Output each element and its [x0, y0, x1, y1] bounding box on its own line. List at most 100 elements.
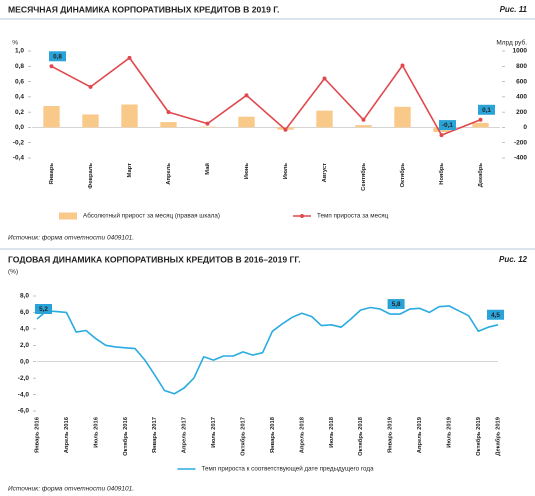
y-tick-label: 6,0 [20, 309, 29, 316]
x-tick-label: Декабрь [477, 163, 484, 188]
line-marker [166, 110, 171, 115]
y-tick-label: -4,0 [18, 391, 30, 398]
chart-title: МЕСЯЧНАЯ ДИНАМИКА КОРПОРАТИВНЫХ КРЕДИТОВ… [8, 4, 279, 14]
x-tick-label: Февраль [88, 163, 94, 189]
y-tick-label: -6,0 [18, 408, 30, 415]
value-label-box [487, 309, 504, 320]
line [36, 305, 499, 395]
y-tick-label: 8,0 [20, 293, 29, 300]
y2-tick-label: 800 [516, 63, 527, 70]
bar [238, 116, 255, 128]
x-tick-label: Январь [49, 163, 55, 185]
y2-tick-label: 400 [516, 94, 527, 101]
y-tick-label: 0,0 [15, 124, 24, 131]
y-tick-label: 0,8 [15, 63, 24, 70]
legend-swatch [59, 212, 77, 220]
value-label-box [49, 51, 66, 62]
y-tick-label: 0,6 [15, 78, 24, 85]
legend-marker [300, 214, 304, 218]
bar [199, 126, 216, 128]
x-tick-label: Июль 2017 [211, 417, 217, 448]
x-tick-label: Октябрь [399, 163, 406, 188]
value-label: 0,8 [53, 53, 62, 60]
x-tick-label: Март [127, 163, 133, 178]
y-tick-label: -2,0 [18, 375, 30, 382]
x-tick-label: Апрель [166, 163, 172, 185]
x-tick-label: Апрель 2019 [417, 416, 423, 453]
chart-title: ГОДОВАЯ ДИНАМИКА КОРПОРАТИВНЫХ КРЕДИТОВ … [8, 254, 301, 264]
source-note: Источник: форма отчетности 0409101. [8, 235, 134, 242]
y2-tick-label: 1000 [513, 48, 528, 55]
line-marker [49, 64, 54, 69]
x-tick-label: Январь 2018 [270, 416, 276, 453]
bar [121, 104, 138, 128]
bar [316, 110, 333, 128]
y2-tick-label: -200 [514, 139, 527, 146]
y-tick-label: -0,4 [13, 155, 25, 162]
line-marker [322, 76, 327, 81]
bar [472, 122, 489, 128]
bar [160, 122, 177, 128]
value-label: 5,8 [392, 301, 401, 308]
source-note: Источник: форма отчетности 0409101. [8, 486, 134, 493]
legend-label: Абсолютный прирост за месяц (правая шкал… [83, 212, 220, 220]
line-marker [439, 133, 444, 138]
y-axis-label: % [12, 40, 18, 47]
x-tick-label: Июль 2016 [93, 416, 99, 448]
x-tick-label: Июнь [244, 163, 250, 180]
legend-label: Темп прироста за месяц [317, 213, 389, 220]
figure-label: Рис. 11 [500, 5, 528, 14]
line-marker [283, 127, 288, 132]
line-marker [88, 84, 93, 89]
y-tick-label: 1,0 [15, 48, 24, 55]
y-tick-label: 0,2 [15, 109, 24, 116]
y-tick-label: 0,0 [20, 358, 29, 365]
bar [82, 114, 99, 128]
y-tick-label: 2,0 [20, 342, 29, 349]
bar [43, 106, 60, 128]
y2-axis-label: Млрд руб. [496, 39, 527, 47]
x-tick-label: Июль 2019 [446, 416, 452, 448]
y-tick-label: 0,4 [15, 94, 24, 101]
y-axis-label: (%) [8, 269, 18, 276]
x-tick-label: Сентябрь [360, 163, 367, 191]
x-tick-label: Январь 2019 [388, 416, 394, 453]
x-tick-label: Январь 2016 [35, 416, 41, 453]
bar [394, 106, 411, 128]
legend-label: Темп прироста к соответствующей дате пре… [202, 465, 375, 473]
y2-tick-label: 600 [516, 78, 527, 85]
value-label-box [439, 120, 456, 131]
y-tick-label: -0,2 [13, 139, 25, 146]
x-tick-label: Ноябрь [438, 163, 445, 185]
line-marker [244, 93, 249, 98]
bar [355, 125, 372, 128]
y2-tick-label: 200 [516, 109, 527, 116]
value-label-box [478, 104, 495, 115]
value-label: 0,1 [482, 107, 491, 114]
x-tick-label: Декабрь 2019 [495, 416, 502, 456]
y-tick-label: 4,0 [20, 326, 29, 333]
value-label-box [387, 299, 405, 310]
x-tick-label: Июль [283, 163, 289, 180]
line-marker [361, 117, 366, 122]
x-tick-label: Январь 2017 [152, 417, 158, 453]
line [51, 57, 481, 136]
figure-label: Рис. 12 [499, 255, 528, 264]
value-label: -0,1 [442, 122, 453, 129]
x-tick-label: Май [204, 163, 211, 175]
x-tick-label: Октябрь 2018 [357, 416, 364, 456]
x-tick-label: Июль 2018 [329, 416, 335, 448]
x-tick-label: Октябрь 2019 [475, 416, 482, 456]
line-marker [400, 63, 405, 68]
y2-tick-label: 0 [523, 124, 527, 131]
x-tick-label: Октябрь 2017 [240, 417, 247, 456]
x-tick-label: Апрель 2016 [64, 416, 70, 453]
x-tick-label: Апрель 2018 [299, 416, 305, 453]
y2-tick-label: -400 [514, 155, 527, 162]
x-tick-label: Октябрь 2016 [122, 416, 129, 456]
line-marker [127, 55, 132, 60]
line-marker [205, 121, 210, 126]
x-tick-label: Август [322, 163, 328, 182]
value-label-box [35, 304, 52, 314]
